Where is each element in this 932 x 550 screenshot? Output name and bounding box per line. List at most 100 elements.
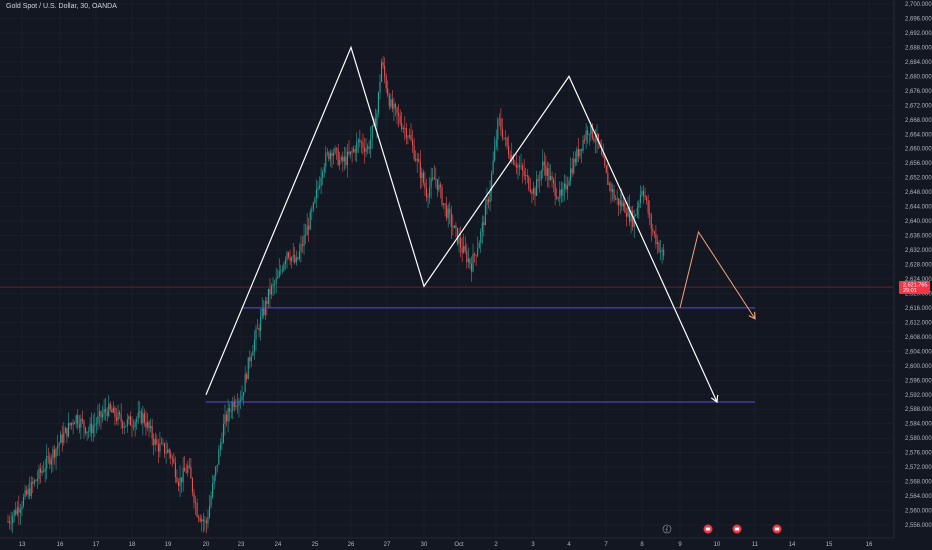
- candle-body: [388, 95, 390, 107]
- candle-body: [123, 426, 125, 428]
- candle-body: [182, 467, 184, 483]
- price-axis-label: 2,624.000: [905, 277, 932, 283]
- candle-body: [574, 158, 576, 163]
- candle-body: [16, 507, 18, 515]
- candle-body: [275, 278, 277, 284]
- candle-body: [131, 425, 133, 427]
- price-axis-label: 2,696.000: [905, 16, 932, 22]
- time-axis-label: 30: [421, 542, 428, 548]
- time-axis-label: 7: [604, 542, 608, 548]
- candle-body: [346, 151, 348, 166]
- candle-body: [305, 234, 307, 236]
- candle-body: [320, 177, 322, 186]
- candle-body: [444, 203, 446, 206]
- candle-body: [229, 407, 231, 412]
- candle-body: [230, 411, 232, 412]
- economic-event-glyph: [774, 527, 780, 531]
- candle-body: [469, 258, 471, 264]
- candle-body: [450, 213, 452, 227]
- candle-body: [52, 449, 54, 460]
- candle-body: [416, 158, 418, 161]
- candle-body: [487, 199, 490, 203]
- candle-body: [120, 414, 122, 422]
- time-axis-label: 14: [789, 542, 796, 548]
- candle-body: [210, 496, 212, 506]
- candle-body: [171, 457, 173, 460]
- time-axis-label: 16: [57, 542, 64, 548]
- candle-body: [525, 175, 527, 176]
- candle-body: [33, 480, 35, 484]
- candle-body: [7, 521, 9, 523]
- candle-body: [430, 178, 432, 188]
- price-axis-label: 2,572.000: [905, 465, 932, 471]
- candle-body: [553, 179, 555, 184]
- price-axis-label: 2,664.000: [905, 132, 932, 138]
- candle-body: [391, 99, 393, 109]
- candle-body: [642, 191, 645, 196]
- candle-body: [294, 255, 296, 263]
- double-top-pattern-line[interactable]: [205, 45, 718, 403]
- candle-body: [401, 122, 403, 130]
- candle-body: [241, 396, 243, 400]
- candle-body: [119, 412, 121, 415]
- candle-body: [146, 421, 149, 428]
- candle-body: [635, 214, 637, 217]
- price-axis-label: 2,580.000: [905, 436, 932, 442]
- lightning-event-icon[interactable]: [662, 524, 672, 534]
- candle-body: [261, 308, 263, 317]
- candle-body: [278, 270, 280, 277]
- candle-body: [164, 443, 166, 454]
- candle-body: [421, 172, 423, 178]
- candle-body: [531, 191, 533, 194]
- candle-body: [289, 257, 291, 261]
- candle-body: [429, 187, 431, 197]
- candle-body: [215, 466, 217, 476]
- candle-body: [94, 424, 96, 426]
- candle-body: [253, 339, 255, 352]
- price-axis-label: 2,620.000: [905, 291, 932, 297]
- candle-body: [387, 88, 389, 96]
- economic-event-glyph: [734, 527, 740, 531]
- candle-body: [63, 432, 65, 443]
- candle-body: [630, 211, 632, 222]
- candle-body: [503, 137, 505, 139]
- candle-body: [348, 151, 350, 155]
- candle-body: [258, 327, 260, 331]
- candle-body: [208, 505, 211, 518]
- candle-body: [129, 416, 131, 426]
- price-axis-label: 2,608.000: [905, 335, 932, 341]
- candle-body: [78, 424, 80, 428]
- candle-body: [402, 127, 404, 130]
- symbol-legend[interactable]: Gold Spot / U.S. Dollar, 30, OANDA: [6, 3, 117, 10]
- candle-body: [573, 158, 575, 174]
- candle-body: [647, 200, 649, 214]
- candle-body: [22, 497, 25, 507]
- candle-body: [35, 480, 37, 482]
- price-axis-label: 2,676.000: [905, 89, 932, 95]
- candle-body: [50, 459, 52, 465]
- candle-body: [413, 145, 415, 160]
- candle-body: [641, 191, 643, 195]
- candle-body: [655, 233, 657, 244]
- candle-body: [40, 468, 42, 473]
- price-axis-label: 2,628.000: [905, 263, 932, 269]
- candle-body: [663, 249, 665, 256]
- candle-body: [559, 189, 561, 199]
- candle-body: [137, 412, 139, 420]
- candle-body: [405, 128, 407, 138]
- candle-body: [30, 482, 32, 497]
- candle-body: [257, 327, 259, 329]
- projection-path-line[interactable]: [679, 230, 756, 320]
- candle-body: [407, 136, 409, 138]
- candle-body: [173, 459, 175, 463]
- pattern-arrowhead: [710, 394, 719, 404]
- candle-body: [467, 258, 469, 263]
- candle-body: [187, 465, 189, 473]
- candle-body: [10, 522, 12, 524]
- candle-body: [233, 401, 235, 407]
- price-axis-label: 2,584.000: [905, 422, 932, 428]
- candle-body: [582, 139, 584, 151]
- price-axis-label: 2,700.000: [905, 2, 932, 8]
